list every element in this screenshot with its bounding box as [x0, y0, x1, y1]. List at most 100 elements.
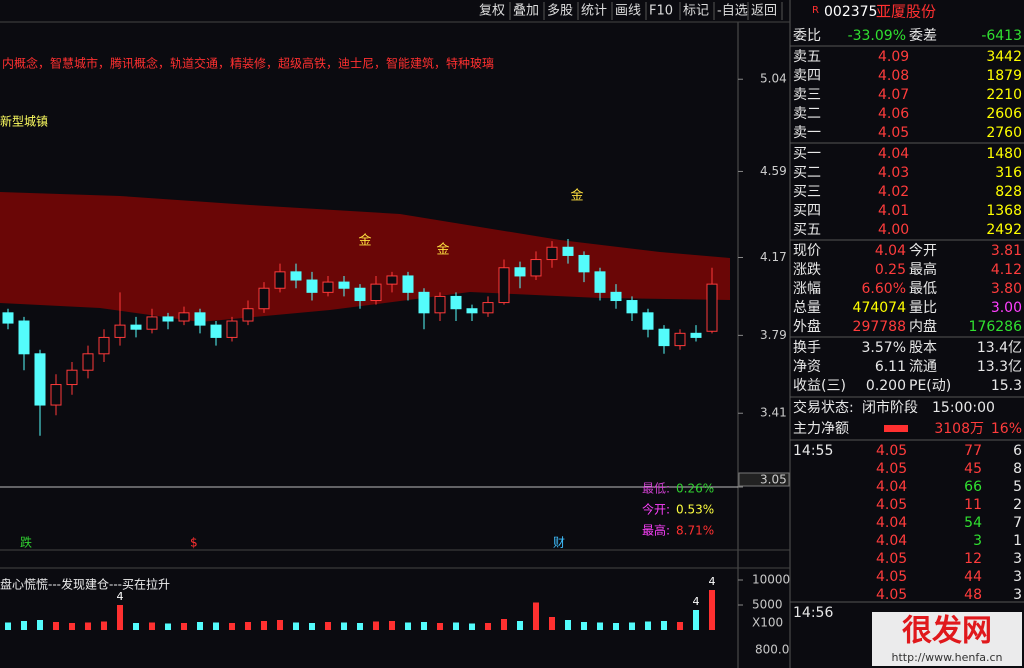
tick-count: 2 [1013, 497, 1022, 513]
volume-bar [565, 620, 571, 630]
tick-price: 4.05 [876, 497, 907, 513]
quote-label: 收益(三) [793, 378, 846, 394]
candle-body [114, 324, 126, 338]
flow-value: 3108万 [934, 421, 984, 437]
volume-bar [549, 617, 555, 630]
toolbar-button[interactable]: 复权 [479, 3, 505, 19]
toolbar-button[interactable]: -自选 [717, 4, 748, 19]
tick-volume: 66 [964, 479, 982, 495]
tick-volume: 45 [964, 461, 982, 477]
candle-body [210, 324, 222, 338]
quote-label: 卖四 [793, 68, 821, 84]
tick-price: 4.05 [876, 551, 907, 567]
stat-label: 今开: [642, 502, 670, 517]
toolbar-button[interactable]: 叠加 [513, 4, 539, 19]
tick-count: 3 [1013, 551, 1022, 567]
quote-label: 量比 [909, 300, 937, 316]
flow-pct: 16% [991, 421, 1022, 437]
volume-bar [629, 622, 635, 630]
quote-label: 今开 [909, 243, 937, 259]
lower-axis-label: 800.0 [755, 643, 789, 657]
candle-body [2, 312, 14, 324]
marker: 金 [436, 242, 449, 258]
volume-bar [53, 622, 59, 630]
volume-bar [277, 620, 283, 630]
candle-body [690, 332, 702, 338]
candle-body [322, 281, 334, 293]
quote-label: 卖二 [793, 106, 821, 122]
quote-value: 3.57% [862, 340, 906, 356]
volume-bar [293, 622, 299, 630]
toolbar-button[interactable]: 多股 [547, 3, 573, 19]
tick-count: 3 [1013, 569, 1022, 585]
quote-label: 委比 [793, 28, 821, 44]
candle-body [34, 353, 46, 406]
volume-bar [213, 622, 219, 630]
tick-volume: 77 [964, 443, 982, 459]
volume-bar [437, 623, 443, 630]
volume-bar [325, 622, 331, 630]
candle-body [242, 308, 254, 322]
toolbar-button[interactable]: 统计 [581, 4, 607, 19]
candle-body [402, 275, 414, 293]
quote-value: -33.09% [848, 28, 906, 44]
volume-bar [517, 621, 523, 630]
volume-unit: X100 [752, 616, 783, 630]
volume-bar [261, 621, 267, 630]
quote-label: 买四 [793, 203, 821, 219]
candle-body [370, 283, 382, 302]
tick-price: 4.05 [876, 587, 907, 603]
volume-bar [581, 622, 587, 630]
volume-bar [5, 622, 11, 630]
tick-price: 4.04 [876, 533, 907, 549]
volume-bar [341, 622, 347, 630]
bid-volume: 1480 [986, 146, 1022, 162]
volume-bar [469, 623, 475, 630]
quote-value: 15.3 [991, 378, 1022, 394]
toolbar-button[interactable]: 标记 [683, 4, 709, 19]
candle-body [82, 353, 94, 371]
candle-body [146, 316, 158, 330]
candle-body [98, 336, 110, 355]
volume-bar [37, 620, 43, 630]
toolbar-button[interactable]: F10 [649, 4, 673, 19]
quote-label: 涨跌 [793, 262, 821, 278]
volume-bar [677, 622, 683, 630]
toolbar-button[interactable]: 返回 [751, 4, 777, 19]
marker: 金 [570, 188, 583, 204]
candle-body [642, 312, 654, 330]
volume-bar [101, 621, 107, 630]
status-value: 闭市阶段 [862, 399, 918, 416]
candle-body [546, 246, 558, 261]
tick-price: 4.04 [876, 515, 907, 531]
volume-bar [149, 622, 155, 630]
ask-price: 4.08 [878, 68, 909, 84]
stat-value: 0.26% [676, 482, 714, 496]
volume-bar [645, 621, 651, 630]
quote-value: 3.00 [991, 300, 1022, 316]
candle-body [514, 267, 526, 277]
volume-bar [661, 621, 667, 630]
tick-count: 1 [1013, 533, 1022, 549]
candle-body [578, 254, 590, 273]
quote-label: 现价 [793, 243, 821, 259]
volume-bar [133, 623, 139, 630]
stat-label: 最高: [642, 523, 670, 538]
candle-body [418, 291, 430, 314]
volume-bar [485, 623, 491, 630]
y-tick-label: 4.59 [760, 164, 787, 178]
y-tick-label: 3.05 [760, 473, 787, 487]
volume-signal: 4 [693, 595, 700, 608]
quote-label: 卖一 [793, 125, 821, 141]
quote-label: 买三 [793, 184, 821, 200]
cloud-band [0, 192, 730, 322]
volume-bar [357, 623, 363, 630]
candle-body [658, 328, 670, 347]
tick-volume: 48 [964, 587, 982, 603]
quote-label: 内盘 [909, 318, 937, 335]
quote-label: 外盘 [793, 318, 821, 335]
volume-bar [245, 622, 251, 630]
toolbar-button[interactable]: 画线 [615, 4, 641, 19]
